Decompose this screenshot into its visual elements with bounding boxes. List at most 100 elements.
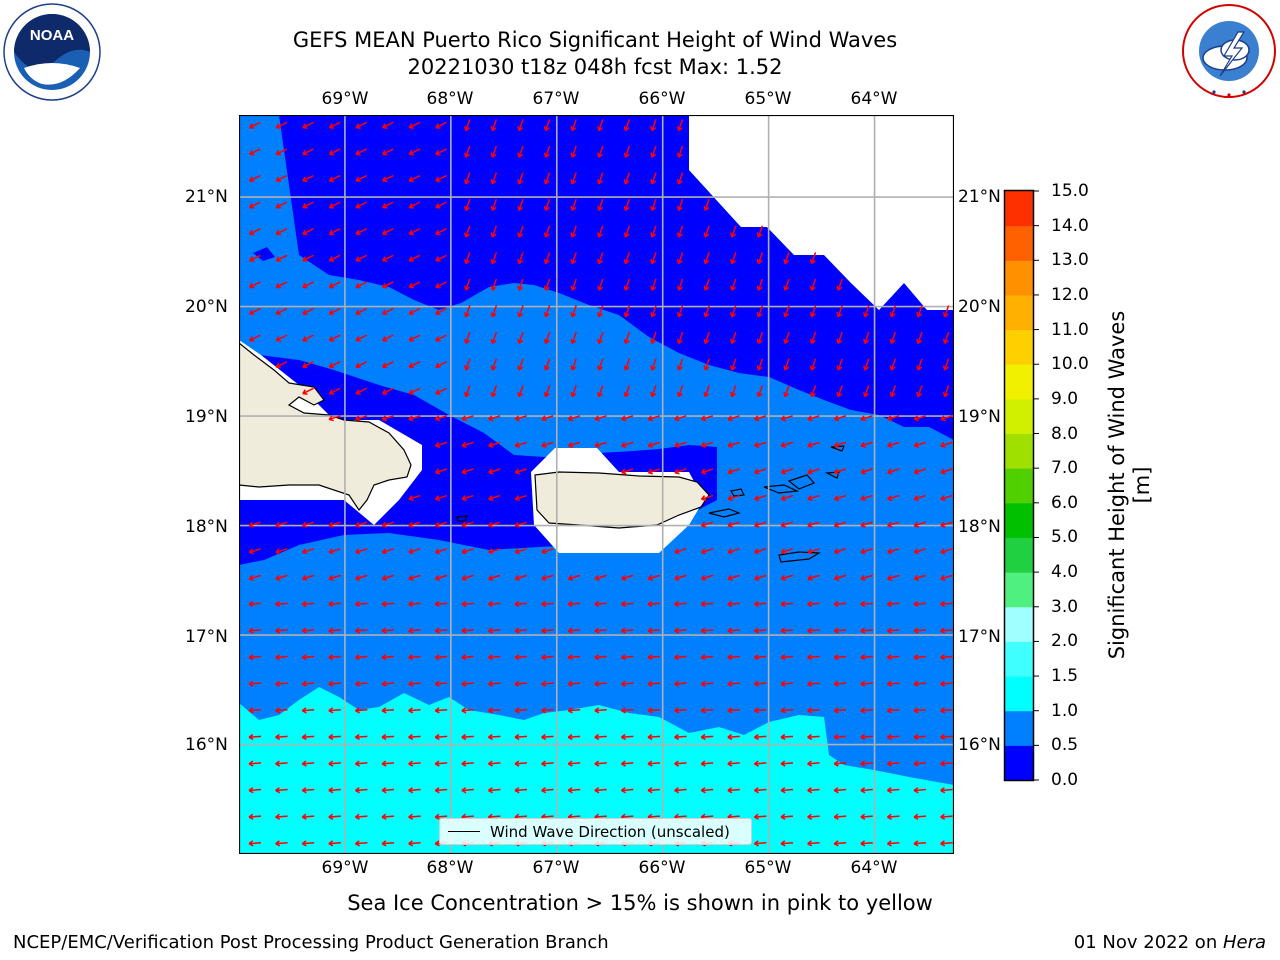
wind-wave-arrow: [833, 548, 847, 555]
wind-wave-arrow: [886, 600, 900, 608]
wind-wave-arrow: [674, 787, 687, 794]
wind-wave-arrow: [328, 254, 341, 262]
wind-wave-arrow: [541, 760, 554, 767]
wind-wave-arrow: [301, 813, 315, 820]
wind-wave-arrow: [676, 252, 684, 265]
wind-wave-arrow: [913, 548, 926, 555]
wind-wave-arrow: [647, 787, 661, 794]
lat-label-right: 20°N: [958, 297, 1001, 317]
wind-wave-arrow: [783, 358, 790, 371]
land-hispaniola: [239, 342, 412, 512]
wind-wave-arrow: [435, 334, 447, 342]
wind-wave-arrow: [567, 733, 581, 741]
wind-wave-arrow: [809, 358, 817, 371]
wind-wave-arrow: [275, 813, 288, 820]
wind-wave-arrow: [517, 331, 524, 345]
wind-wave-arrow: [517, 119, 524, 132]
wind-wave-arrow: [434, 787, 448, 794]
wind-wave-arrow: [807, 600, 820, 608]
wind-wave-arrow: [381, 148, 394, 156]
wind-wave-arrow: [727, 494, 740, 502]
wind-wave-arrow: [623, 305, 631, 318]
wind-wave-arrow: [355, 334, 368, 342]
wind-wave-arrow: [940, 574, 953, 581]
wind-wave-arrow: [434, 654, 448, 661]
wind-wave-arrow: [355, 228, 368, 236]
wind-wave-arrow: [647, 627, 661, 634]
land-culebra: [730, 488, 745, 497]
map-legend: Wind Wave Direction (unscaled): [439, 818, 752, 845]
colorbar-label: Significant Height of Wind Waves [m]: [1105, 310, 1154, 660]
wind-wave-arrow: [940, 468, 953, 475]
land-puertorico: [534, 471, 710, 529]
wind-wave-arrow: [833, 787, 847, 794]
wind-wave-arrow: [620, 760, 634, 767]
wind-wave-arrow: [302, 334, 314, 342]
wind-wave-arrow: [913, 574, 926, 581]
wind-wave-arrow: [408, 707, 421, 714]
wind-wave-arrow: [461, 521, 474, 528]
wind-wave-arrow: [807, 787, 820, 794]
wind-wave-arrow: [381, 361, 394, 369]
wind-wave-arrow: [354, 840, 368, 847]
wind-wave-arrow: [780, 787, 794, 794]
wind-wave-arrow: [860, 813, 873, 820]
colorbar-segment: [1005, 294, 1033, 331]
wind-wave-arrow: [703, 358, 710, 371]
wind-wave-arrow: [753, 787, 767, 794]
wind-wave-arrow: [248, 760, 262, 767]
colorbar-segment: [1005, 572, 1033, 608]
wind-wave-arrow: [328, 387, 341, 395]
wind-wave-arrow: [302, 281, 314, 289]
wind-wave-arrow: [570, 225, 577, 238]
wind-wave-arrow: [753, 654, 767, 661]
wind-wave-arrow: [623, 358, 631, 371]
wind-wave-arrow: [916, 385, 923, 398]
chart-title: GEFS MEAN Puerto Rico Significant Height…: [292, 28, 898, 52]
wind-wave-arrow: [647, 707, 661, 714]
wind-wave-arrow: [354, 813, 368, 820]
wind-wave-arrow: [623, 252, 631, 265]
wind-wave-arrow: [676, 305, 684, 318]
wind-wave-arrow: [567, 787, 581, 794]
wind-wave-arrow: [275, 760, 288, 767]
wind-wave-arrow: [594, 415, 607, 422]
wind-wave-arrow: [700, 415, 714, 422]
wind-wave-arrow: [620, 707, 634, 714]
wind-wave-arrow: [863, 331, 870, 345]
wind-wave-arrow: [756, 331, 764, 345]
wind-wave-arrow: [674, 600, 687, 608]
wind-wave-arrow: [860, 627, 873, 634]
wind-wave-arrow: [543, 252, 551, 265]
wind-wave-arrow: [833, 733, 847, 741]
wind-wave-arrow: [620, 787, 634, 794]
wind-wave-arrow: [916, 358, 923, 371]
wind-wave-arrow: [754, 574, 767, 581]
wind-wave-arrow: [886, 627, 900, 634]
wind-wave-arrow: [464, 305, 471, 318]
land-st-croix: [778, 551, 822, 563]
wind-wave-arrow: [647, 415, 660, 422]
wind-wave-arrow: [703, 385, 710, 398]
wind-wave-arrow: [783, 278, 790, 291]
wind-wave-arrow: [461, 548, 474, 555]
wind-wave-arrow: [301, 840, 315, 847]
wind-wave-arrow: [860, 760, 873, 767]
wind-wave-arrow: [541, 787, 554, 794]
wind-wave-arrow: [597, 172, 604, 185]
wind-wave-arrow: [408, 680, 421, 687]
wind-wave-arrow: [700, 494, 714, 502]
wind-wave-arrow: [541, 627, 554, 634]
wind-wave-arrow: [674, 627, 687, 634]
wind-wave-arrow: [408, 494, 421, 502]
wind-wave-arrow: [434, 733, 448, 741]
colorbar-segment: [1005, 191, 1033, 227]
wind-wave-arrow: [543, 225, 551, 238]
wind-wave-arrow: [570, 172, 577, 185]
wind-wave-arrow: [940, 733, 953, 741]
lon-label-bottom: 65°W: [744, 858, 792, 878]
wind-wave-arrow: [597, 331, 604, 345]
wind-wave-arrow: [570, 119, 577, 132]
wind-wave-arrow: [541, 441, 554, 448]
wind-wave-arrow: [408, 254, 421, 262]
